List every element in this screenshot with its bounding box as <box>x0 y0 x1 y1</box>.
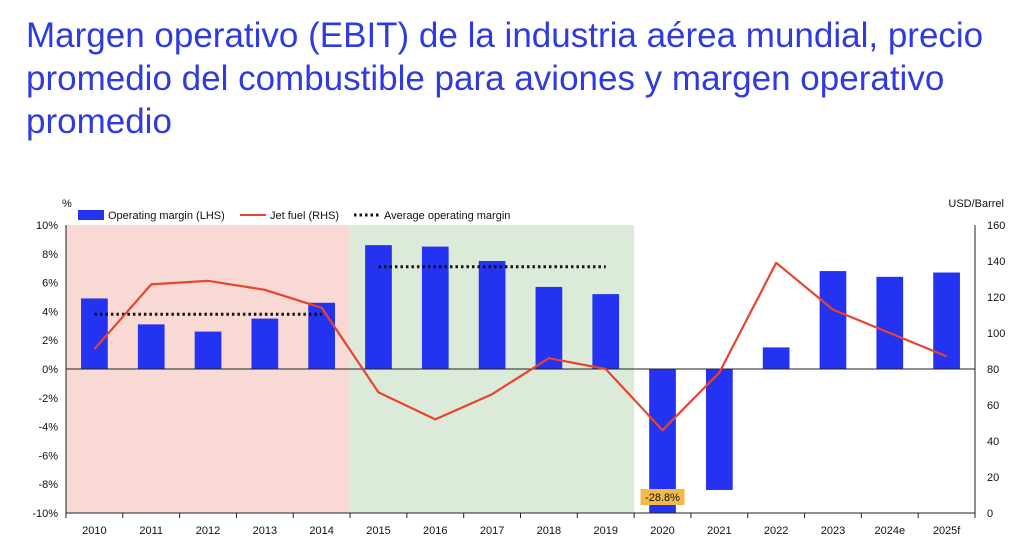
bar-2021 <box>705 369 733 490</box>
bar-2023 <box>819 271 847 369</box>
x-tick-label-2010: 2010 <box>82 525 106 537</box>
y-right-axis-label: USD/Barrel <box>948 198 1004 210</box>
legend-label-operating-margin: Operating margin (LHS) <box>108 210 225 222</box>
tick-labels: 10% 8% 6% 4% 2% 0% -2% -4% -6% -8% -10% 160 140 120 10… <box>32 198 1005 537</box>
line-series-jet-fuel <box>93 261 948 432</box>
y-left-tick-label: 4% <box>42 306 58 318</box>
x-tick-label-2025f: 2025f <box>933 525 961 537</box>
y-right-tick-label: 0 <box>987 508 993 520</box>
legend: Operating margin (LHS) Jet fuel (RHS) Aver… <box>78 210 510 222</box>
y-left-tick-label: 6% <box>42 278 58 290</box>
legend-swatch-bar <box>78 210 104 220</box>
y-left-axis-label: % <box>62 198 72 210</box>
chart-title: Margen operativo (EBIT) de la industria … <box>26 16 984 141</box>
x-tick-label-2023: 2023 <box>821 525 845 537</box>
legend-label-jet-fuel: Jet fuel (RHS) <box>270 210 339 222</box>
y-right-tick-label: 140 <box>987 256 1005 268</box>
bar-2016 <box>421 246 449 369</box>
bar-2024e <box>876 276 904 369</box>
y-right-tick-label: 100 <box>987 328 1005 340</box>
y-left-tick-label: -2% <box>38 393 58 405</box>
x-tick-label-2024e: 2024e <box>874 525 905 537</box>
y-left-tick-label: 8% <box>42 249 58 261</box>
x-tick-label-2022: 2022 <box>764 525 788 537</box>
x-tick-label-2015: 2015 <box>366 525 390 537</box>
bar-2019 <box>592 294 620 369</box>
y-right-tick-label: 60 <box>987 400 999 412</box>
x-tick-label-2017: 2017 <box>480 525 504 537</box>
y-left-tick-label: 0% <box>42 364 58 376</box>
annotation-label: -28.8% <box>645 492 680 504</box>
bar-2012 <box>194 331 222 369</box>
x-tick-label-2011: 2011 <box>139 525 163 537</box>
y-right-tick-label: 20 <box>987 472 999 484</box>
x-tick-label-2021: 2021 <box>707 525 731 537</box>
legend-label-average: Average operating margin <box>384 210 510 222</box>
y-right-tick-label: 80 <box>987 364 999 376</box>
y-left-tick-label: 10% <box>36 220 58 232</box>
x-tick-label-2013: 2013 <box>253 525 277 537</box>
bar-2013 <box>251 318 279 369</box>
y-left-tick-label: 2% <box>42 335 58 347</box>
annotations: -28.8% <box>640 489 685 505</box>
x-tick-label-2012: 2012 <box>196 525 220 537</box>
y-left-tick-label: -10% <box>32 508 58 520</box>
y-right-tick-label: 40 <box>987 436 999 448</box>
y-right-tick-label: 120 <box>987 292 1005 304</box>
average-operating-margin-lines <box>94 265 606 316</box>
axes <box>65 225 976 518</box>
bar-2014 <box>308 302 336 369</box>
bar-2011 <box>137 324 165 369</box>
bar-2025f <box>933 272 960 369</box>
annotation-box <box>640 489 685 505</box>
x-tick-label-2014: 2014 <box>309 525 333 537</box>
x-tick-label-2020: 2020 <box>650 525 674 537</box>
x-tick-label-2016: 2016 <box>423 525 447 537</box>
bar-2022 <box>762 347 790 369</box>
bar-2017 <box>478 261 506 369</box>
y-left-tick-label: -4% <box>38 422 58 434</box>
jet-fuel-line <box>93 261 948 432</box>
x-tick-label-2019: 2019 <box>593 525 617 537</box>
bar-2010 <box>81 298 108 369</box>
y-right-tick-label: 160 <box>987 220 1005 232</box>
bar-2018 <box>535 286 563 369</box>
x-tick-label-2018: 2018 <box>537 525 561 537</box>
y-left-tick-label: -8% <box>38 479 58 491</box>
y-left-tick-label: -6% <box>38 450 58 462</box>
bar-2015 <box>365 245 392 369</box>
